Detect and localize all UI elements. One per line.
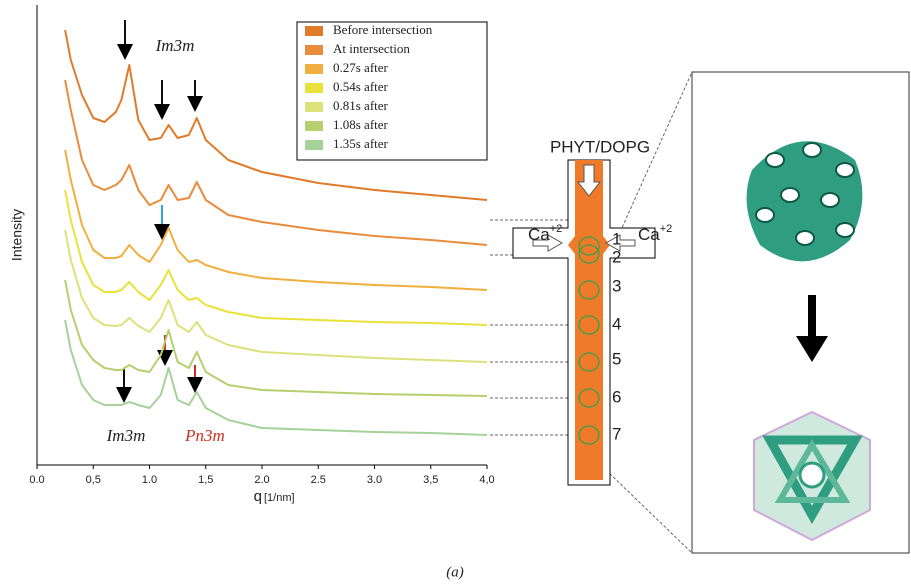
legend-label: Before intersection xyxy=(333,22,433,37)
position-label: 2 xyxy=(612,247,621,266)
x-axis-unit: [1/nm] xyxy=(264,492,295,504)
legend-swatch xyxy=(305,83,323,93)
connectors xyxy=(490,71,693,554)
position-label: 4 xyxy=(612,314,621,333)
x-tick-label: 3.0 xyxy=(367,474,382,486)
peak-arrows xyxy=(116,20,203,403)
x-tick-label: 2.0 xyxy=(254,474,269,486)
series-line xyxy=(64,189,488,326)
flow-arrow xyxy=(604,234,636,252)
position-label: 1 xyxy=(612,229,621,248)
series-line xyxy=(64,319,488,436)
x-axis-label: q xyxy=(254,488,262,505)
x-tick-label: 1.0 xyxy=(142,474,157,486)
series-line xyxy=(64,279,488,397)
y-axis-label: Intensity xyxy=(9,209,25,261)
series-line xyxy=(64,29,488,201)
x-tick-label: 0,5 xyxy=(86,474,101,486)
legend xyxy=(296,21,488,161)
ion-symbol: Ca xyxy=(638,225,660,244)
position-labels: 12 3 4 5 6 7 xyxy=(612,229,621,443)
series-line xyxy=(64,229,488,363)
flow-arrow xyxy=(576,164,602,197)
legend-label: At intersection xyxy=(333,41,410,56)
legend-label: 0.81s after xyxy=(333,98,389,113)
diagram-title: PHYT/DOPG xyxy=(550,137,650,156)
x-tick-label: 3,5 xyxy=(423,474,438,486)
position-label: 7 xyxy=(612,424,621,443)
ion-charge: +2 xyxy=(550,223,563,235)
ion-charge: +2 xyxy=(660,223,673,235)
legend-label: 0.27s after xyxy=(333,60,389,75)
legend-swatch xyxy=(305,121,323,131)
diamond-structure xyxy=(753,410,871,542)
x-tick-label: 1,5 xyxy=(198,474,213,486)
annotation: Im3m xyxy=(155,36,195,55)
legend-swatch xyxy=(305,102,323,112)
position-label: 6 xyxy=(612,387,621,406)
annotation: Pn3m xyxy=(184,426,225,445)
legend-swatch xyxy=(305,26,323,36)
series-line xyxy=(64,149,488,291)
legend-swatch xyxy=(305,140,323,150)
legend-label: 0.54s after xyxy=(333,79,389,94)
position-label: 5 xyxy=(612,349,621,368)
transition-arrow-head xyxy=(796,336,828,362)
caption: (a) xyxy=(446,564,464,580)
legend-swatch xyxy=(305,64,323,74)
legend-swatch xyxy=(305,45,323,55)
flow-arrow xyxy=(532,234,564,252)
legend-label: 1.08s after xyxy=(333,117,389,132)
x-tick-label: 2.5 xyxy=(311,474,326,486)
legend-label: 1.35s after xyxy=(333,136,389,151)
ion-symbol: Ca xyxy=(528,225,550,244)
ion-label: Ca+2 xyxy=(638,223,672,245)
measurement-spots xyxy=(578,236,600,445)
gyroid-structure xyxy=(746,141,863,262)
x-tick-label: 4,0 xyxy=(479,474,494,486)
position-label: 3 xyxy=(612,276,621,295)
ion-label: Ca+2 xyxy=(528,223,562,245)
annotation: Im3m xyxy=(106,426,146,445)
x-tick-label: 0.0 xyxy=(29,474,44,486)
stream xyxy=(568,160,610,480)
series-line xyxy=(64,79,488,246)
